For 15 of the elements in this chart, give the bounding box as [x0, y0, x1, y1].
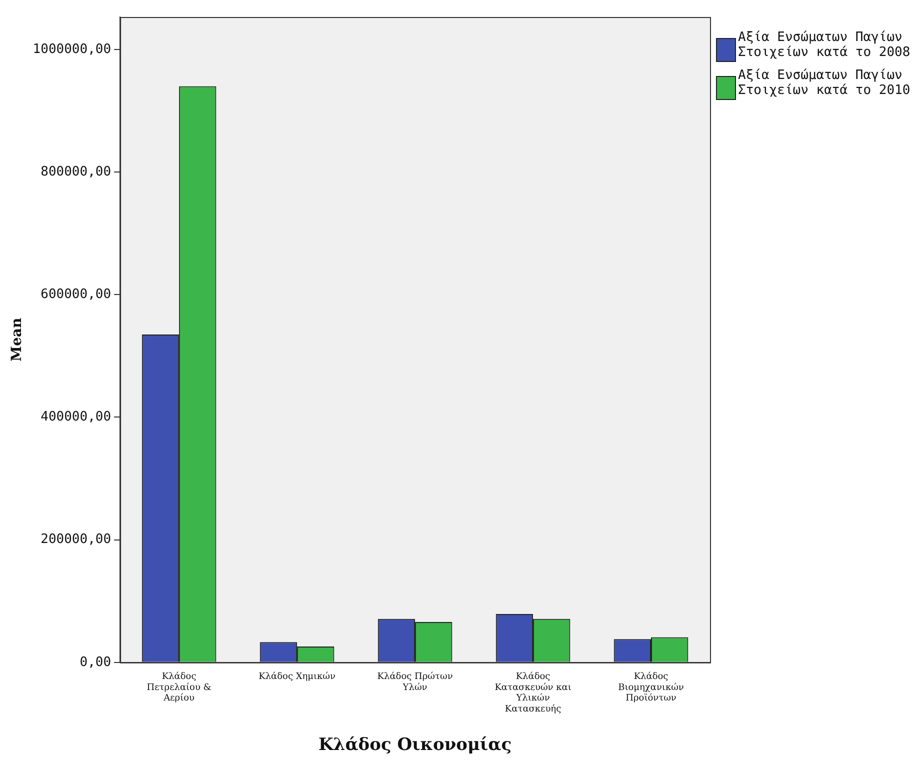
y-tick-label: 200000,00 — [40, 532, 112, 548]
y-tick-label: 1000000,00 — [32, 42, 112, 57]
y-tick-label: 400000,00 — [40, 410, 112, 425]
x-tick-label: Κλάδος Βιομηχανικών Προϊόντων — [618, 671, 684, 704]
x-tick-label: Κλάδος Κατασκευών και Υλικών Κατασκευής — [494, 671, 572, 715]
legend-label: Αξία Ενσώματων Παγίων Στοιχείων κατά το 2010 — [738, 68, 912, 98]
y-tick-label: 0,00 — [80, 654, 112, 670]
x-tick-label: Κλάδος Χημικών — [258, 671, 336, 682]
legend-label: Αξία Ενσώματων Παγίων Στοιχείων κατά το 2008 — [738, 30, 912, 60]
x-axis-title: Κλάδος Οικονομίας — [318, 735, 512, 756]
x-tick-label: Κλάδος Πρώτων Υλών — [377, 671, 453, 693]
y-tick-label: 600000,00 — [40, 287, 112, 302]
y-tick-label: 800000,00 — [40, 164, 112, 180]
y-axis-title: Mean — [9, 318, 26, 362]
x-tick-label: Κλάδος Πετρελαίου & Αερίου — [146, 671, 212, 704]
